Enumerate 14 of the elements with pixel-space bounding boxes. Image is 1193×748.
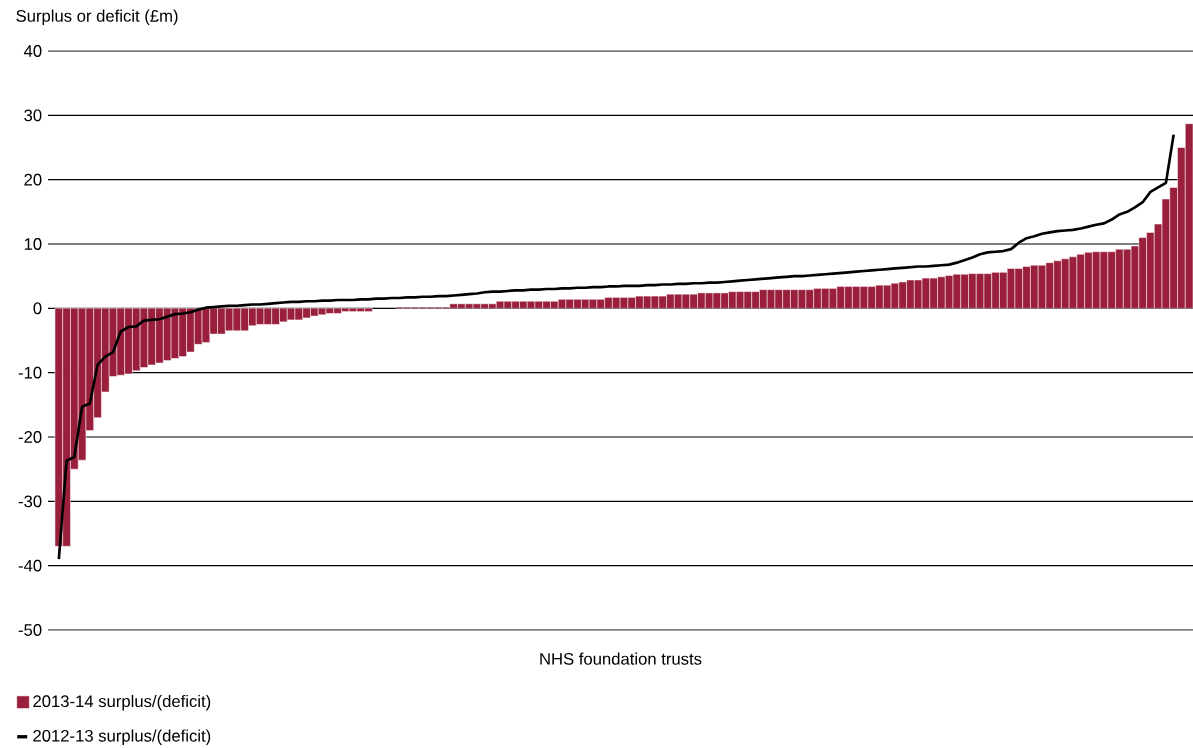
x-axis-title: NHS foundation trusts [540, 652, 702, 665]
y-tick-label: 30 [24, 109, 42, 122]
y-tick-label: -20 [18, 431, 42, 443]
y-tick-label: -50 [18, 624, 42, 636]
y-tick-label: 20 [24, 173, 42, 186]
y-tick-label: -40 [18, 559, 42, 572]
y-tick-label: -30 [18, 495, 42, 508]
legend-label: 2012-13 surplus/(deficit) [33, 729, 211, 745]
y-tick-label: 10 [24, 238, 42, 250]
y-tick-label: 0 [33, 302, 42, 315]
y-tick-label: -10 [18, 366, 42, 379]
legend-label: 2013-14 surplus/(deficit) [33, 694, 211, 711]
y-tick-label: 40 [23, 45, 42, 57]
y-axis-title: Surplus or deficit (£m) [16, 9, 178, 26]
